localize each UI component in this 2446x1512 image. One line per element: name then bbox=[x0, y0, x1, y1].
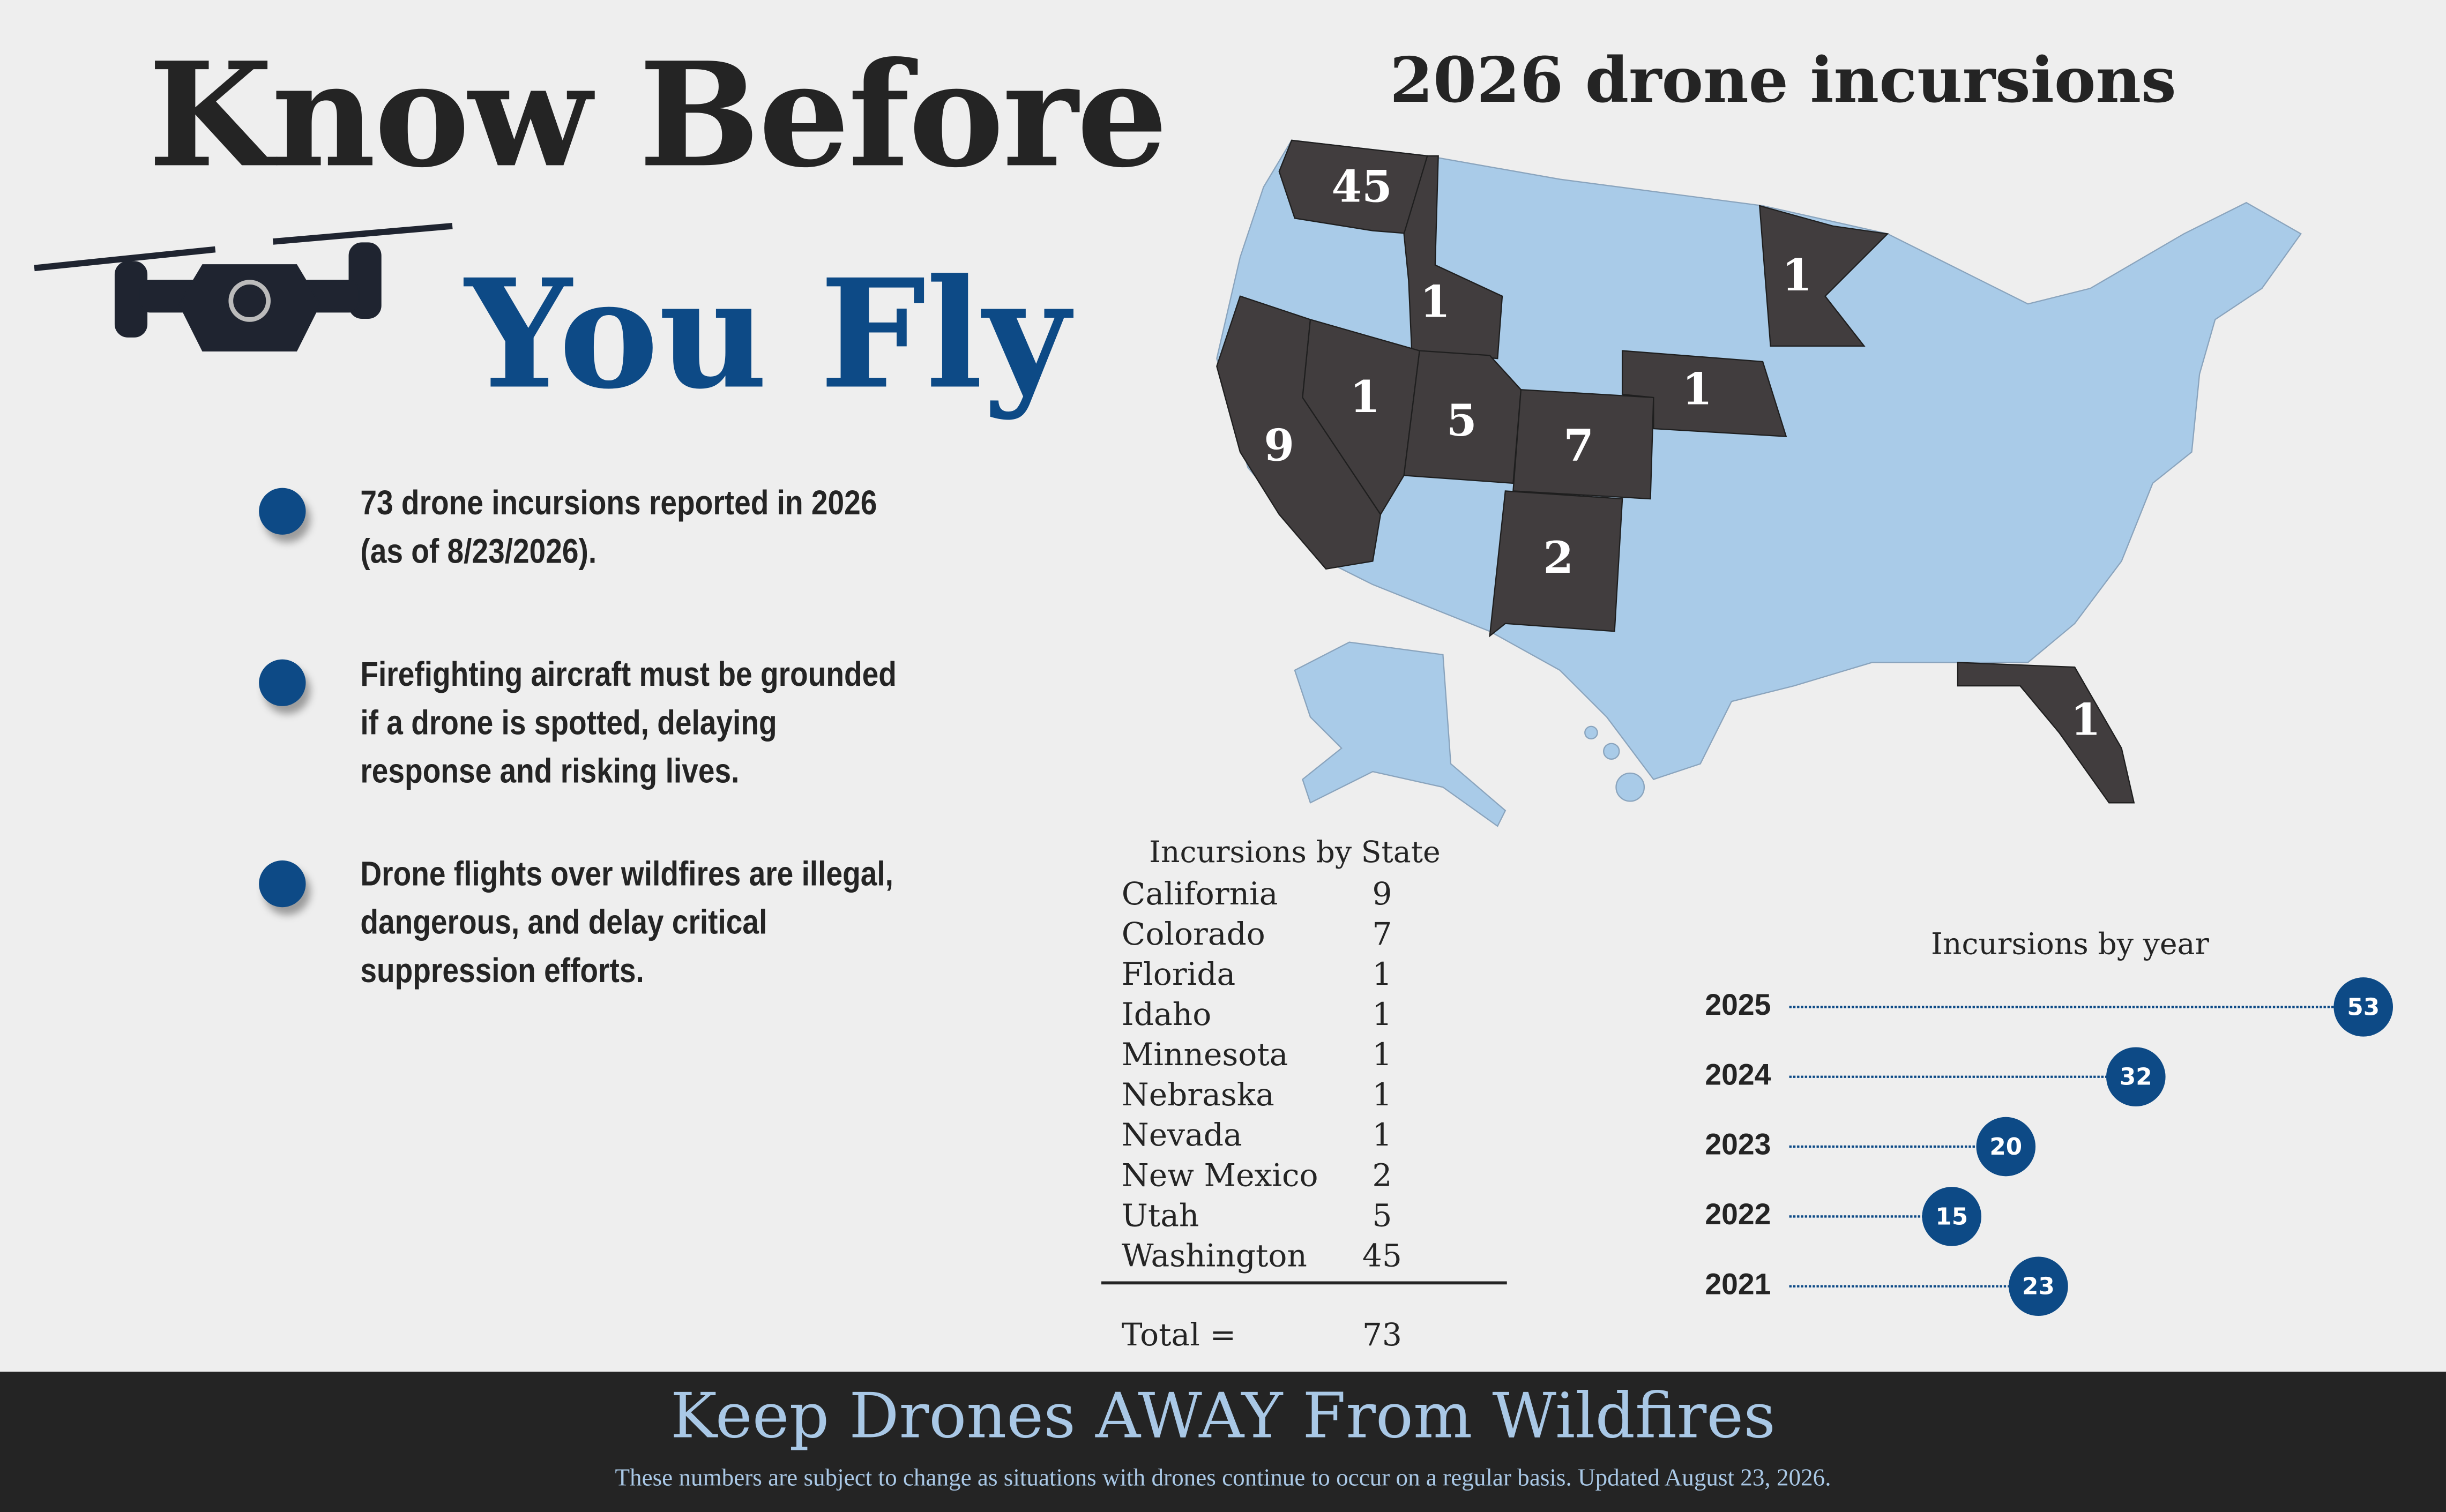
value-label: 15 bbox=[1935, 1203, 1968, 1230]
footer-bar bbox=[0, 1372, 2446, 1512]
state-florida bbox=[1957, 662, 2135, 804]
year-label: 2021 bbox=[1705, 1267, 1771, 1300]
state-nebraska bbox=[1621, 350, 1787, 437]
value-label: 32 bbox=[2120, 1064, 2152, 1091]
state-name: Florida bbox=[1122, 956, 1235, 992]
state-name: New Mexico bbox=[1122, 1157, 1318, 1193]
lollipop-dot bbox=[2009, 1256, 2068, 1316]
footer-title: Keep Drones AWAY From Wildfires bbox=[670, 1381, 1776, 1453]
bullet-text: Drone flights over wildfires are illegal… bbox=[360, 854, 894, 990]
state-name: Idaho bbox=[1122, 996, 1211, 1032]
map-label: 1 bbox=[2070, 694, 2101, 745]
title-line-2: You Fly bbox=[465, 246, 1070, 423]
year-label: 2023 bbox=[1705, 1128, 1771, 1161]
map-label: 1 bbox=[1782, 250, 1813, 301]
state-name: Minnesota bbox=[1122, 1036, 1288, 1073]
map-label: 9 bbox=[1264, 420, 1294, 471]
state-name: Colorado bbox=[1122, 916, 1265, 952]
table-title: Incursions by State bbox=[1149, 835, 1441, 870]
value-label: 23 bbox=[2022, 1273, 2055, 1300]
lollipop-dot bbox=[2106, 1047, 2166, 1107]
state-minnesota bbox=[1758, 205, 1889, 347]
map-and-charts: 2026 drone incursions 45 1 1 1 bbox=[1101, 44, 2393, 1353]
map-title: 2026 drone incursions bbox=[1390, 44, 2176, 117]
lollipop-dot bbox=[1922, 1187, 1982, 1246]
total-label: Total = bbox=[1122, 1316, 1236, 1353]
us-map: 45 1 1 1 1 5 7 9 2 1 bbox=[1216, 139, 2302, 827]
state-colorado bbox=[1512, 389, 1654, 500]
value-label: 53 bbox=[2347, 993, 2380, 1021]
state-count: 2 bbox=[1372, 1157, 1392, 1193]
state-nevada bbox=[1302, 318, 1421, 516]
footer-note: These numbers are subject to change as s… bbox=[615, 1465, 1831, 1492]
state-new-mexico bbox=[1489, 490, 1623, 638]
state-count: 1 bbox=[1372, 1076, 1392, 1113]
state-idaho bbox=[1403, 155, 1503, 360]
bullet-dot bbox=[259, 488, 306, 535]
state-count: 1 bbox=[1372, 956, 1392, 992]
state-name: Utah bbox=[1122, 1197, 1199, 1233]
state-count: 1 bbox=[1372, 1117, 1392, 1153]
year-label: 2025 bbox=[1705, 988, 1771, 1021]
map-label: 1 bbox=[1420, 276, 1450, 328]
map-label: 5 bbox=[1446, 395, 1477, 446]
bullet-dot bbox=[259, 860, 306, 908]
state-count: 7 bbox=[1372, 916, 1392, 952]
bullet-text: Firefighting aircraft must be grounded i… bbox=[360, 654, 897, 791]
map-label: 45 bbox=[1331, 161, 1392, 212]
drone-icon bbox=[34, 223, 453, 352]
map-label: 2 bbox=[1543, 532, 1574, 583]
bullet-dot bbox=[259, 659, 306, 706]
lollipop-dot bbox=[1976, 1117, 2036, 1177]
state-name: Nevada bbox=[1122, 1117, 1242, 1153]
state-name: Washington bbox=[1122, 1237, 1307, 1274]
map-label: 1 bbox=[1350, 371, 1381, 423]
state-name: Nebraska bbox=[1122, 1076, 1274, 1113]
state-count: 45 bbox=[1362, 1237, 1402, 1274]
state-count: 9 bbox=[1372, 875, 1392, 912]
value-label: 20 bbox=[1989, 1133, 2022, 1161]
lollipop-dot bbox=[2333, 977, 2393, 1037]
bullet-text: 73 drone incursions reported in 2026 (as… bbox=[360, 483, 877, 571]
year-chart-title: Incursions by year bbox=[1931, 927, 2210, 961]
state-count: 1 bbox=[1372, 996, 1392, 1032]
state-count: 5 bbox=[1372, 1197, 1392, 1233]
title-line-1: Know Before bbox=[148, 31, 1168, 200]
map-label: 7 bbox=[1563, 420, 1594, 471]
year-label: 2022 bbox=[1705, 1197, 1771, 1231]
total-value: 73 bbox=[1362, 1316, 1402, 1353]
state-count: 1 bbox=[1372, 1036, 1392, 1073]
map-label: 1 bbox=[1682, 364, 1712, 415]
state-name: California bbox=[1122, 875, 1278, 912]
year-label: 2024 bbox=[1705, 1058, 1771, 1091]
